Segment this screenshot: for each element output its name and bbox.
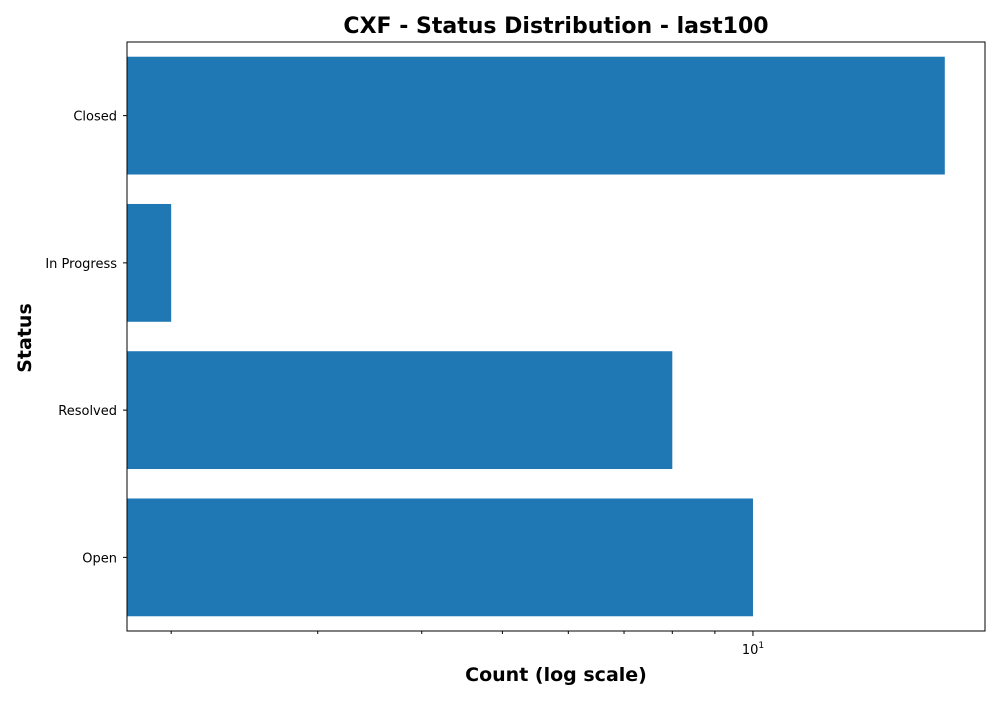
y-tick-label: Open [82,551,117,566]
y-tick-label: In Progress [45,257,117,272]
y-tick-label: Closed [73,110,117,125]
bar-in-progress [127,203,172,322]
x-axis-label: Count (log scale) [465,664,647,686]
axes-frame [126,41,986,632]
x-tick-label-exponent: 1 [758,641,764,651]
bar-open [127,498,753,617]
y-axis-label: Status [14,303,36,373]
bar-closed [127,56,945,175]
chart-title: CXF - Status Distribution - last100 [343,14,768,39]
y-tick-label: Resolved [58,404,117,419]
bar-resolved [127,351,673,470]
